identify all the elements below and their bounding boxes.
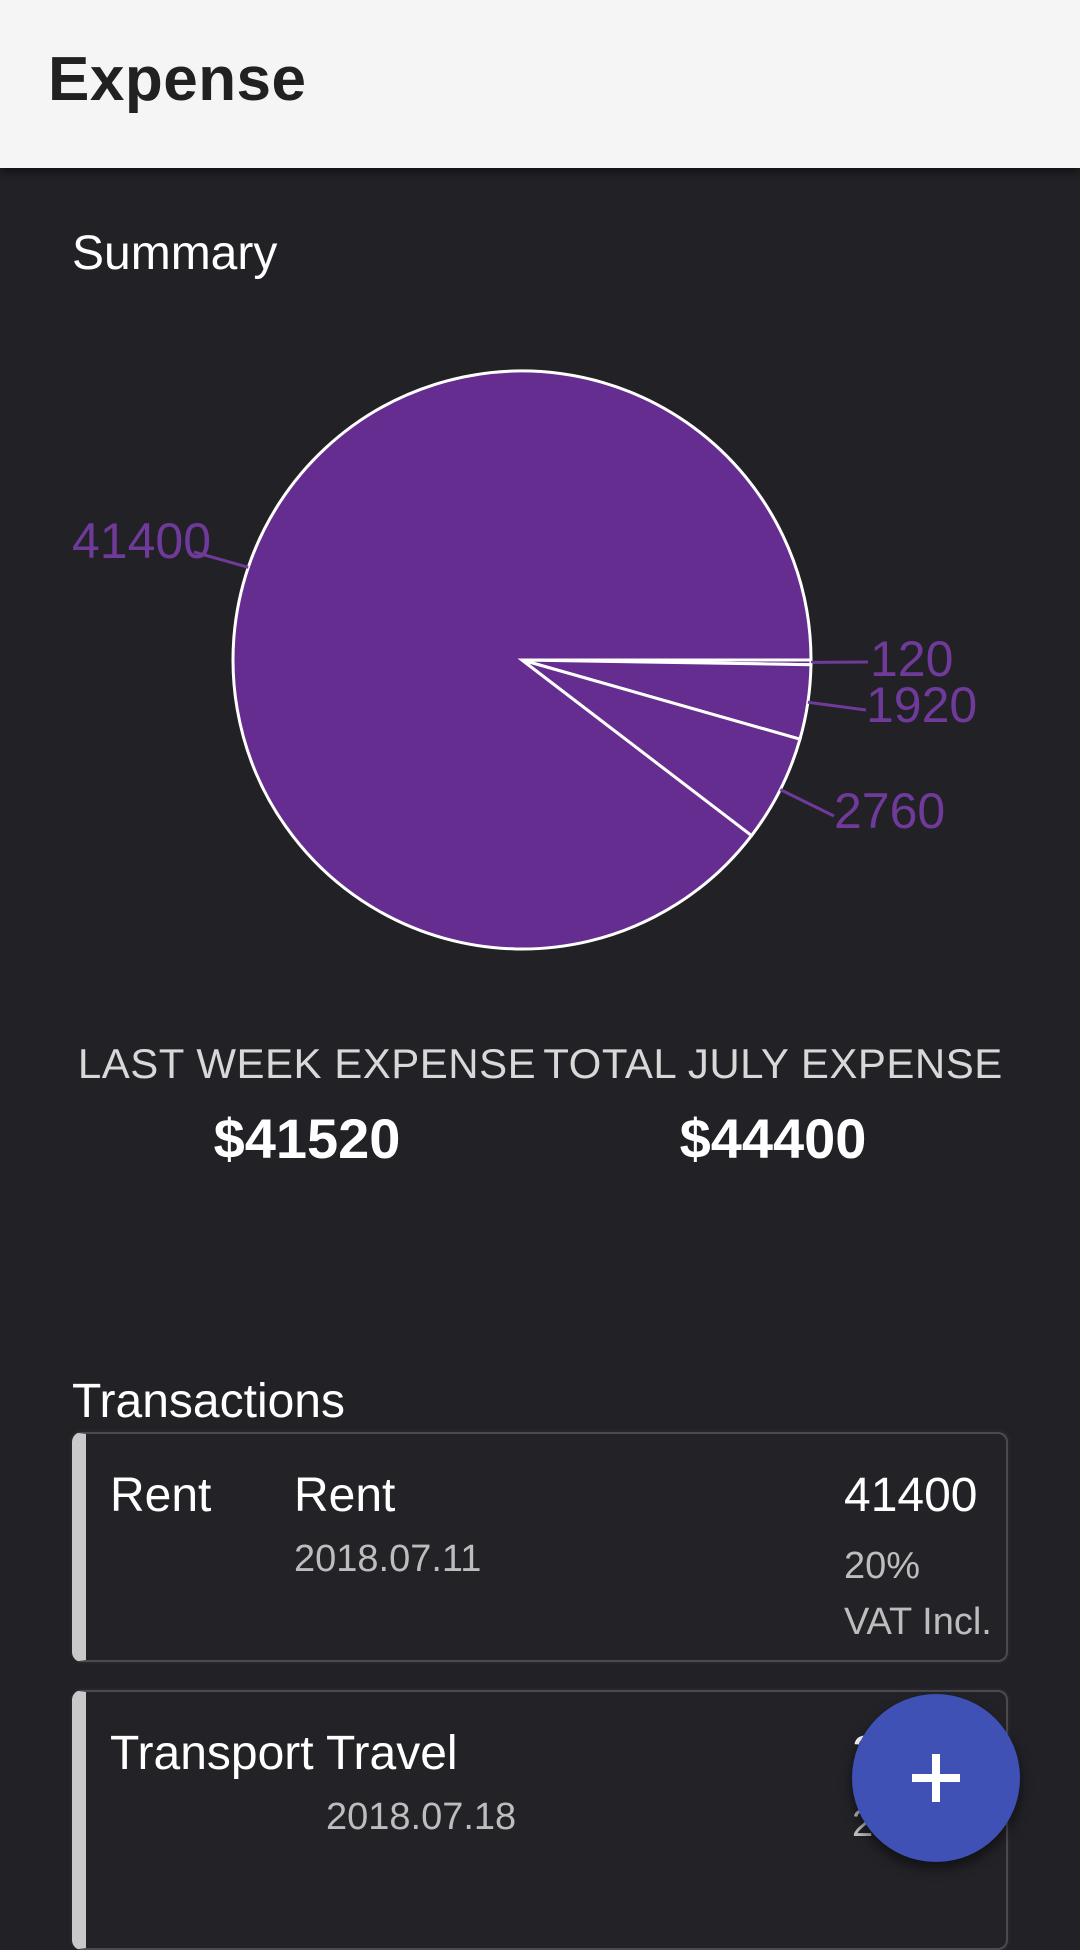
last-week-expense-stat: LAST WEEK EXPENSE $41520 — [37, 1040, 577, 1171]
transaction-date: 2018.07.11 — [294, 1538, 481, 1581]
pie-leader-line — [808, 702, 866, 710]
plus-icon — [908, 1750, 964, 1806]
summary-heading: Summary — [72, 226, 277, 281]
total-july-expense-label: TOTAL JULY EXPENSE — [503, 1040, 1043, 1088]
transaction-card[interactable]: Rent Rent 2018.07.11 41400 20% VAT Incl. — [72, 1432, 1008, 1662]
last-week-expense-value: $41520 — [37, 1106, 577, 1171]
pie-leader-line — [780, 790, 834, 816]
app-title: Expense — [48, 44, 307, 115]
total-july-expense-value: $44400 — [503, 1106, 1043, 1171]
app-bar: Expense — [0, 0, 1080, 168]
transactions-heading: Transactions — [72, 1374, 345, 1429]
transaction-category: Transport — [110, 1726, 314, 1781]
transaction-date: 2018.07.18 — [326, 1796, 516, 1839]
last-week-expense-label: LAST WEEK EXPENSE — [37, 1040, 577, 1088]
transaction-vat-note: 20% VAT Incl. — [844, 1538, 994, 1650]
pie-value-label: 2760 — [834, 783, 945, 839]
pie-value-label: 41400 — [72, 513, 211, 569]
pie-value-label: 1920 — [866, 677, 977, 733]
transaction-description: Travel — [326, 1726, 458, 1781]
total-july-expense-stat: TOTAL JULY EXPENSE $44400 — [503, 1040, 1043, 1171]
transaction-category: Rent — [110, 1468, 211, 1523]
add-transaction-button[interactable] — [852, 1694, 1020, 1862]
transaction-description: Rent — [294, 1468, 395, 1523]
transaction-amount: 41400 — [844, 1468, 977, 1523]
